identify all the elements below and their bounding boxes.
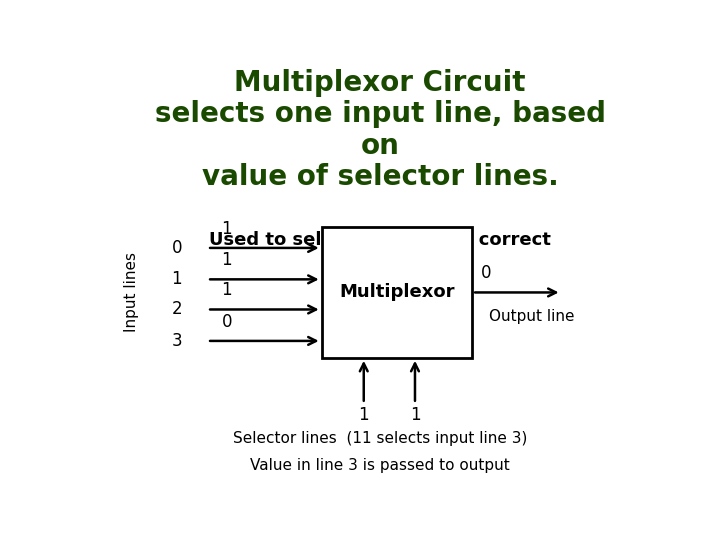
Text: 1: 1: [221, 281, 232, 299]
Text: Used to select result from correct
circuit.: Used to select result from correct circu…: [210, 231, 551, 270]
Text: 0: 0: [481, 264, 491, 282]
Text: 1: 1: [221, 251, 232, 269]
Text: Multiplexor: Multiplexor: [339, 284, 454, 301]
Text: Selector lines  (11 selects input line 3): Selector lines (11 selects input line 3): [233, 431, 527, 445]
Text: Input lines: Input lines: [125, 253, 140, 333]
Bar: [322, 227, 472, 358]
Text: 1: 1: [410, 406, 420, 424]
Text: 0: 0: [171, 239, 182, 257]
Text: 1: 1: [359, 406, 369, 424]
Text: 1: 1: [171, 271, 182, 288]
Text: Output line: Output line: [489, 309, 575, 324]
Text: Multiplexor Circuit
selects one input line, based
on
value of selector lines.: Multiplexor Circuit selects one input li…: [155, 69, 606, 191]
Text: 3: 3: [171, 332, 182, 350]
Text: 1: 1: [221, 220, 232, 238]
Text: 0: 0: [222, 313, 232, 330]
Text: 2: 2: [171, 300, 182, 319]
Text: Value in line 3 is passed to output: Value in line 3 is passed to output: [251, 458, 510, 472]
